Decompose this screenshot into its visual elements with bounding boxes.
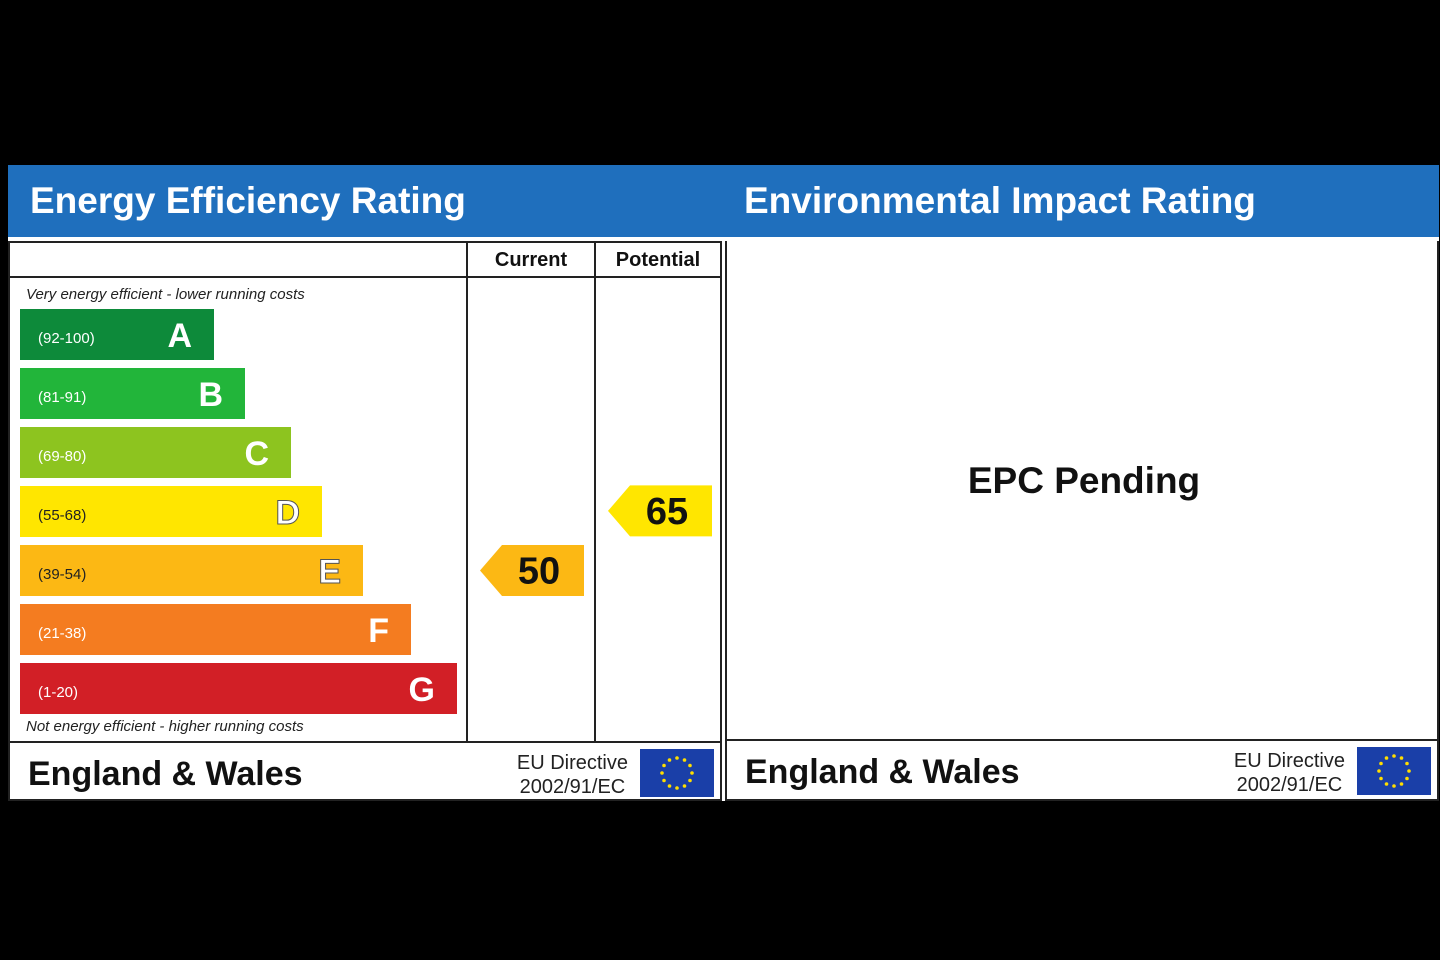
band-range-g: (1-20) — [38, 684, 79, 701]
eu-star-icon — [1405, 776, 1409, 781]
band-g: (1-20) G — [20, 663, 457, 714]
env-footer-directive: EU Directive 2002/91/EC — [1234, 749, 1345, 797]
environmental-footer: England & Wales EU Directive 2002/91/EC — [727, 741, 1437, 799]
current-rating-arrow — [480, 545, 584, 596]
column-potential-label: Potential — [615, 249, 701, 271]
eu-star-icon — [1405, 761, 1409, 766]
eu-star-icon — [688, 763, 692, 768]
energy-efficiency-title: Energy Efficiency Rating — [8, 165, 722, 237]
epc-pending-status: EPC Pending — [967, 460, 1201, 501]
band-e: (39-54) E — [20, 545, 363, 596]
directive-line-2: 2002/91/EC — [519, 776, 626, 798]
footer-divider — [10, 741, 720, 743]
band-b: (81-91) B — [20, 368, 245, 419]
eu-star-icon — [1384, 782, 1389, 786]
eu-star-icon — [1379, 761, 1383, 766]
env-directive-line-2: 2002/91/EC — [1236, 774, 1343, 796]
env-footer-divider — [727, 739, 1437, 741]
band-range-d: (55-68) — [38, 507, 87, 524]
band-d: (55-68) D — [20, 486, 322, 537]
eu-star-icon — [682, 758, 687, 762]
band-range-b: (81-91) — [38, 389, 87, 406]
eu-star-icon — [688, 778, 692, 783]
env-footer-country: England & Wales — [745, 753, 1020, 791]
eu-star-icon — [675, 756, 679, 760]
eu-star-icon — [1392, 784, 1396, 788]
column-current-label: Current — [494, 249, 568, 271]
environmental-body: EPC Pending — [727, 241, 1437, 741]
divider-potential — [594, 243, 596, 743]
eu-star-icon — [660, 771, 664, 775]
eu-star-icon — [690, 771, 694, 775]
band-letter-d: D — [275, 494, 301, 533]
eu-star-icon — [667, 784, 672, 788]
environmental-impact-panel: EPC Pending England & Wales EU Directive… — [725, 241, 1439, 801]
eu-star-icon — [1379, 776, 1383, 781]
band-a: (92-100) A — [20, 309, 214, 360]
band-letter-g: G — [408, 671, 435, 709]
energy-footer: England & Wales EU Directive 2002/91/EC — [10, 743, 720, 801]
potential-rating-value: 65 — [646, 491, 688, 533]
top-note: Very energy efficient - lower running co… — [26, 286, 305, 303]
divider-current — [466, 243, 468, 743]
eu-star-icon — [1384, 756, 1389, 760]
band-range-a: (92-100) — [38, 330, 95, 347]
energy-efficiency-panel: Current Potential Very energy efficient … — [8, 241, 722, 801]
directive-line-1: EU Directive — [516, 752, 628, 774]
band-letter-f: F — [368, 612, 389, 650]
eu-flag-icon — [640, 749, 714, 797]
header-divider — [10, 276, 720, 278]
env-directive-line-1: EU Directive — [1233, 750, 1345, 772]
eu-star-icon — [1399, 782, 1404, 786]
band-range-f: (21-38) — [38, 625, 87, 642]
band-letter-b: B — [198, 376, 223, 414]
eu-star-icon — [662, 763, 666, 768]
band-f: (21-38) F — [20, 604, 411, 655]
band-letter-c: C — [244, 435, 269, 473]
eu-star-icon — [1399, 756, 1404, 760]
band-letter-a: A — [167, 317, 192, 355]
eu-star-icon — [675, 786, 679, 790]
footer-directive: EU Directive 2002/91/EC — [517, 751, 628, 799]
environmental-impact-title: Environmental Impact Rating — [722, 165, 1439, 237]
potential-rating-arrow — [608, 485, 712, 537]
band-c: (69-80) C — [20, 427, 291, 478]
eu-star-icon — [682, 784, 687, 788]
eu-star-icon — [1392, 754, 1396, 758]
band-letter-e: E — [318, 553, 342, 592]
eu-star-icon — [1407, 769, 1411, 773]
footer-country: England & Wales — [28, 755, 303, 793]
env-eu-flag-icon — [1357, 747, 1431, 795]
epc-card: Energy Efficiency Rating Environmental I… — [8, 165, 1439, 801]
rating-arrows: 50 65 — [480, 485, 712, 596]
eu-star-icon — [662, 778, 666, 783]
band-range-c: (69-80) — [38, 448, 87, 465]
band-range-e: (39-54) — [38, 566, 87, 583]
eu-star-icon — [667, 758, 672, 762]
eu-star-icon — [1377, 769, 1381, 773]
current-rating-value: 50 — [518, 551, 560, 593]
bottom-note: Not energy efficient - higher running co… — [26, 718, 304, 735]
